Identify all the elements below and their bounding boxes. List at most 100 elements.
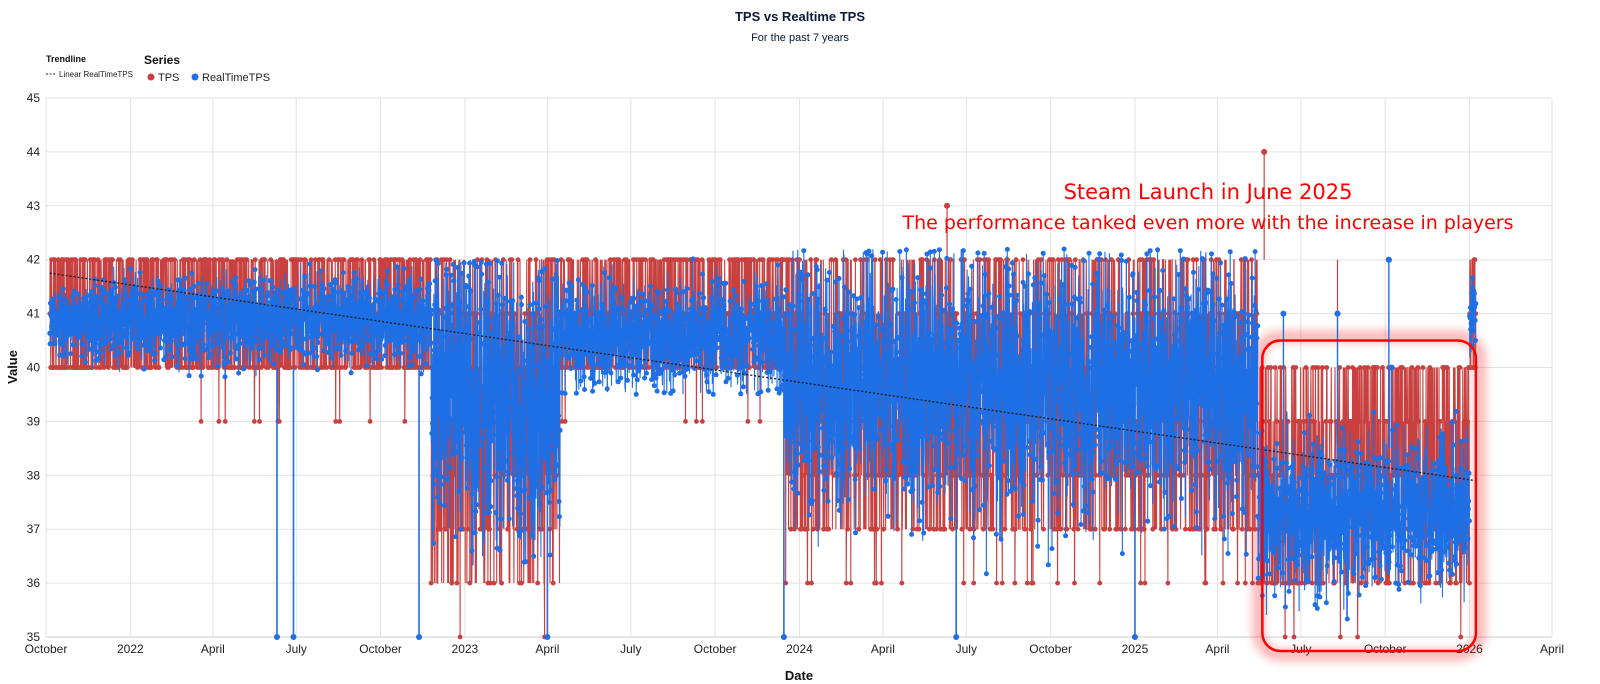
realtimetps-point bbox=[504, 477, 510, 483]
realtimetps-point bbox=[964, 321, 970, 327]
realtimetps-point bbox=[1105, 476, 1111, 482]
realtimetps-point bbox=[496, 352, 501, 358]
realtimetps-point bbox=[489, 331, 495, 337]
realtimetps-point bbox=[1172, 332, 1178, 338]
realtimetps-point bbox=[1067, 451, 1073, 457]
tps-point bbox=[1303, 365, 1309, 370]
realtimetps-point bbox=[1119, 551, 1125, 557]
realtimetps-point bbox=[1098, 458, 1104, 464]
tps-point bbox=[1000, 472, 1006, 478]
realtimetps-point bbox=[1096, 256, 1102, 262]
realtimetps-point bbox=[215, 341, 221, 347]
realtimetps-point bbox=[109, 327, 115, 333]
realtimetps-point bbox=[492, 383, 498, 389]
realtimetps-point bbox=[881, 327, 887, 333]
tps-point bbox=[306, 365, 311, 370]
realtimetps-point bbox=[373, 356, 379, 361]
tps-point bbox=[994, 580, 999, 586]
realtimetps-point bbox=[234, 319, 240, 325]
realtimetps-point bbox=[704, 372, 710, 378]
realtimetps-point bbox=[1102, 405, 1108, 411]
realtimetps-point bbox=[807, 405, 813, 410]
x-tick-label: October bbox=[694, 642, 737, 656]
realtimetps-point bbox=[1198, 391, 1203, 397]
realtimetps-point bbox=[435, 260, 441, 266]
realtimetps-point bbox=[795, 451, 800, 457]
realtimetps-point bbox=[349, 319, 354, 325]
realtimetps-point bbox=[686, 327, 692, 333]
realtimetps-point bbox=[927, 413, 933, 419]
realtimetps-point bbox=[482, 398, 488, 404]
realtimetps-point bbox=[780, 313, 786, 319]
realtimetps-point bbox=[304, 314, 310, 320]
realtimetps-point bbox=[633, 324, 638, 330]
y-tick-label: 44 bbox=[27, 145, 41, 159]
realtimetps-point bbox=[759, 359, 765, 365]
realtimetps-point bbox=[714, 345, 720, 351]
realtimetps-point bbox=[967, 430, 973, 436]
tps-point bbox=[942, 526, 948, 532]
realtimetps-point bbox=[1198, 321, 1204, 327]
realtimetps-point bbox=[463, 389, 468, 395]
realtimetps-point bbox=[1081, 484, 1087, 489]
realtimetps-point bbox=[1025, 317, 1031, 323]
realtimetps-point bbox=[976, 359, 982, 365]
realtimetps-point bbox=[270, 284, 276, 290]
tps-point bbox=[714, 365, 720, 370]
realtimetps-point bbox=[404, 284, 410, 289]
realtimetps-point bbox=[623, 351, 629, 357]
realtimetps-point bbox=[1199, 256, 1205, 262]
realtimetps-point bbox=[1015, 333, 1020, 339]
tps-point bbox=[515, 257, 521, 263]
realtimetps-point bbox=[515, 505, 521, 511]
realtimetps-point bbox=[569, 338, 575, 343]
realtimetps-point bbox=[462, 429, 468, 435]
tps-point bbox=[1055, 257, 1061, 263]
realtimetps-point bbox=[58, 301, 64, 307]
realtimetps-point bbox=[138, 313, 144, 319]
realtimetps-point bbox=[169, 354, 175, 360]
realtimetps-point bbox=[505, 330, 511, 336]
tps-point bbox=[268, 257, 274, 263]
realtimetps-point bbox=[876, 315, 882, 321]
tps-point bbox=[1315, 365, 1321, 370]
realtimetps-point bbox=[1170, 349, 1176, 354]
realtimetps-point bbox=[379, 356, 385, 362]
tps-point bbox=[971, 580, 977, 586]
realtimetps-point bbox=[317, 314, 323, 320]
realtimetps-point bbox=[740, 384, 746, 390]
x-tick-label: April bbox=[201, 642, 225, 656]
realtimetps-point bbox=[795, 462, 801, 468]
realtimetps-point bbox=[1059, 370, 1064, 376]
tps-point bbox=[1136, 526, 1142, 532]
tps-point bbox=[751, 257, 757, 263]
realtimetps-point bbox=[261, 277, 266, 283]
realtimetps-point bbox=[252, 267, 258, 273]
realtimetps-point bbox=[152, 351, 158, 357]
realtimetps-point bbox=[1042, 390, 1048, 396]
realtimetps-point bbox=[506, 408, 512, 414]
realtimetps-point bbox=[450, 302, 456, 308]
tps-point bbox=[1405, 419, 1410, 424]
realtimetps-point bbox=[653, 375, 659, 381]
realtimetps-point bbox=[1168, 428, 1174, 433]
realtimetps-point bbox=[954, 397, 960, 403]
realtimetps-point bbox=[1120, 359, 1126, 365]
tps-point bbox=[246, 365, 252, 370]
realtimetps-point bbox=[452, 383, 458, 389]
realtimetps-point bbox=[850, 438, 856, 444]
realtimetps-point bbox=[204, 299, 210, 305]
realtimetps-point bbox=[867, 342, 873, 348]
realtimetps-point bbox=[981, 250, 987, 256]
realtimetps-point bbox=[1148, 483, 1154, 489]
realtimetps-point bbox=[953, 355, 959, 361]
realtimetps-point bbox=[974, 432, 980, 438]
tps-point bbox=[1071, 526, 1077, 532]
realtimetps-point bbox=[1118, 392, 1124, 398]
realtimetps-point bbox=[148, 317, 154, 323]
realtimetps-point bbox=[499, 260, 505, 266]
realtimetps-point bbox=[52, 341, 58, 347]
realtimetps-point bbox=[861, 417, 867, 423]
realtimetps-point bbox=[226, 292, 232, 298]
